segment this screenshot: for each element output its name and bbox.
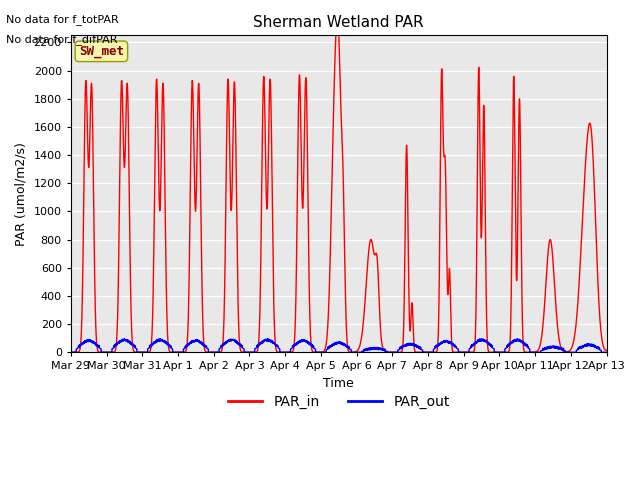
Line: PAR_out: PAR_out: [71, 339, 640, 352]
PAR_out: [557, 346, 564, 351]
PAR_in: [542, 284, 550, 290]
Text: No data for f_totPAR: No data for f_totPAR: [6, 14, 119, 25]
Line: PAR_in: PAR_in: [71, 13, 640, 352]
Text: SW_met: SW_met: [79, 45, 124, 58]
PAR_in: [186, 264, 193, 269]
PAR_in: [458, 349, 466, 355]
X-axis label: Time: Time: [323, 377, 354, 390]
PAR_out: [186, 340, 193, 346]
PAR_in: [514, 228, 522, 234]
PAR_in: [409, 308, 417, 314]
PAR_out: [120, 336, 128, 342]
PAR_out: [541, 345, 549, 350]
PAR_in: [378, 341, 386, 347]
PAR_in: [639, 349, 640, 355]
PAR_out: [409, 341, 417, 347]
PAR_out: [378, 347, 386, 352]
PAR_in: [67, 349, 75, 355]
PAR_in: [333, 10, 341, 16]
Text: No data for f_difPAR: No data for f_difPAR: [6, 34, 118, 45]
Legend: PAR_in, PAR_out: PAR_in, PAR_out: [222, 390, 455, 415]
PAR_out: [67, 349, 75, 355]
Title: Sherman Wetland PAR: Sherman Wetland PAR: [253, 15, 424, 30]
PAR_out: [639, 349, 640, 355]
PAR_out: [514, 338, 522, 344]
PAR_in: [557, 343, 564, 349]
Y-axis label: PAR (umol/m2/s): PAR (umol/m2/s): [15, 142, 28, 246]
